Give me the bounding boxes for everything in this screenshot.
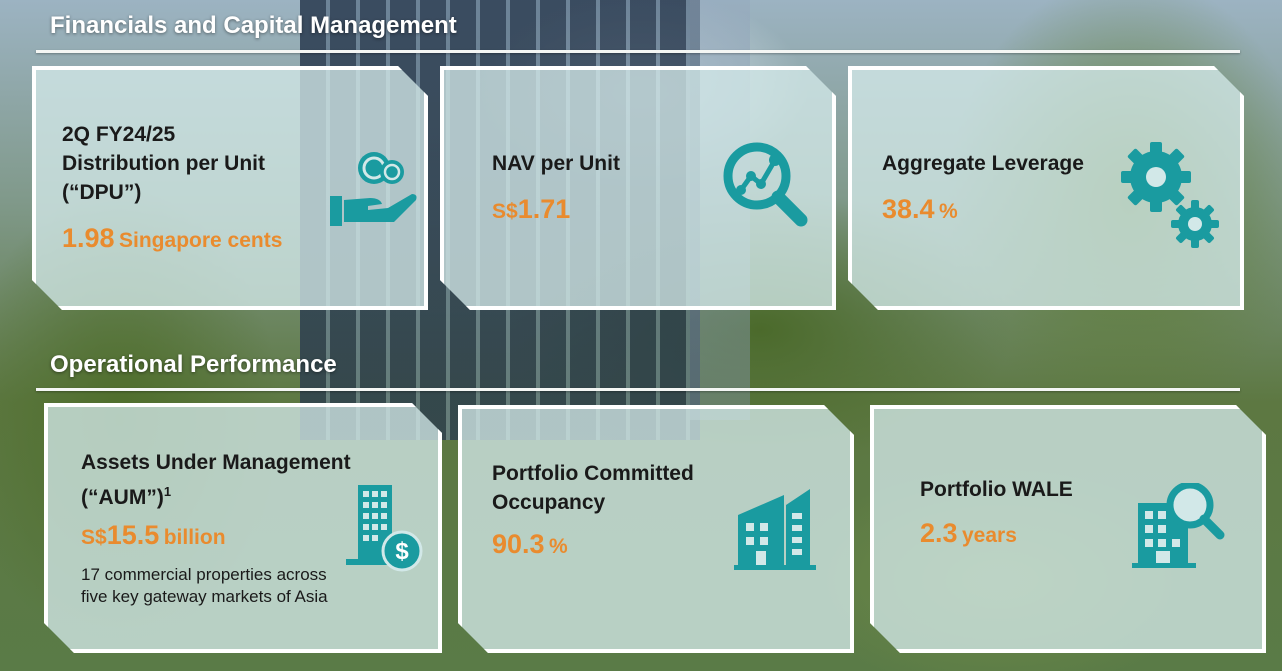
nav-card: NAV per Unit S$1.71 — [440, 66, 836, 310]
wale-card: Portfolio WALE 2.3 years — [870, 405, 1266, 653]
aum-card: Assets Under Management (“AUM”)1 S$15.5 … — [44, 403, 442, 653]
building-dollar-icon: $ — [344, 481, 424, 573]
financials-divider — [36, 50, 1240, 53]
aum-number: 15.5 — [106, 520, 160, 550]
dpu-label-line1: 2Q FY24/25 — [62, 123, 176, 146]
aum-unit: billion — [163, 526, 226, 549]
occupancy-label: Portfolio Committed Occupancy — [492, 459, 694, 517]
leverage-number: 38.4 — [882, 194, 935, 224]
leverage-label: Aggregate Leverage — [882, 152, 1084, 175]
occupancy-label-line2: Occupancy — [492, 491, 606, 514]
wale-number: 2.3 — [920, 518, 958, 548]
dpu-unit: Singapore cents — [119, 229, 283, 252]
gears-icon — [1120, 140, 1230, 250]
operational-divider — [36, 388, 1240, 391]
dpu-label-line3: (“DPU”) — [62, 181, 142, 204]
aum-label-line2: (“AUM”) — [81, 486, 164, 509]
dpu-value: 1.98 Singapore cents — [62, 223, 282, 254]
operational-section-title: Operational Performance — [50, 351, 337, 378]
dpu-label: 2Q FY24/25 Distribution per Unit (“DPU”) — [62, 120, 265, 207]
wale-label: Portfolio WALE — [920, 478, 1073, 501]
occupancy-label-line1: Portfolio Committed — [492, 462, 694, 485]
dpu-label-line2: Distribution per Unit — [62, 152, 265, 175]
wale-value: 2.3 years — [920, 518, 1017, 549]
magnifier-chart-icon — [721, 140, 811, 230]
aum-note-line1: 17 commercial properties across — [81, 565, 327, 584]
occupancy-card: Portfolio Committed Occupancy 90.3 % — [458, 405, 854, 653]
svg-text:$: $ — [395, 538, 409, 565]
nav-prefix: S$ — [492, 200, 518, 223]
leverage-unit: % — [939, 200, 958, 223]
nav-value: S$1.71 — [492, 194, 570, 225]
leverage-card: Aggregate Leverage 38.4 % — [848, 66, 1244, 310]
aum-note-line2: five key gateway markets of Asia — [81, 587, 328, 606]
occupancy-number: 90.3 — [492, 529, 545, 559]
hand-coins-icon — [328, 148, 418, 228]
leverage-value: 38.4 % — [882, 194, 958, 225]
aum-prefix: S$ — [81, 526, 107, 549]
dpu-card: 2Q FY24/25 Distribution per Unit (“DPU”)… — [32, 66, 428, 310]
occupancy-unit: % — [549, 535, 568, 558]
nav-number: 1.71 — [517, 194, 571, 224]
aum-value: S$15.5 billion — [81, 520, 226, 551]
office-buildings-icon — [734, 485, 820, 575]
financials-section-title: Financials and Capital Management — [50, 12, 457, 39]
aum-label-line1: Assets Under Management — [81, 451, 351, 474]
aum-label: Assets Under Management (“AUM”)1 — [81, 448, 351, 512]
building-search-icon — [1130, 483, 1226, 575]
wale-unit: years — [962, 524, 1017, 547]
occupancy-value: 90.3 % — [492, 529, 568, 560]
aum-note: 17 commercial properties across five key… — [81, 564, 328, 608]
nav-label: NAV per Unit — [492, 152, 620, 175]
aum-footnote: 1 — [163, 484, 172, 499]
dpu-number: 1.98 — [62, 223, 115, 253]
